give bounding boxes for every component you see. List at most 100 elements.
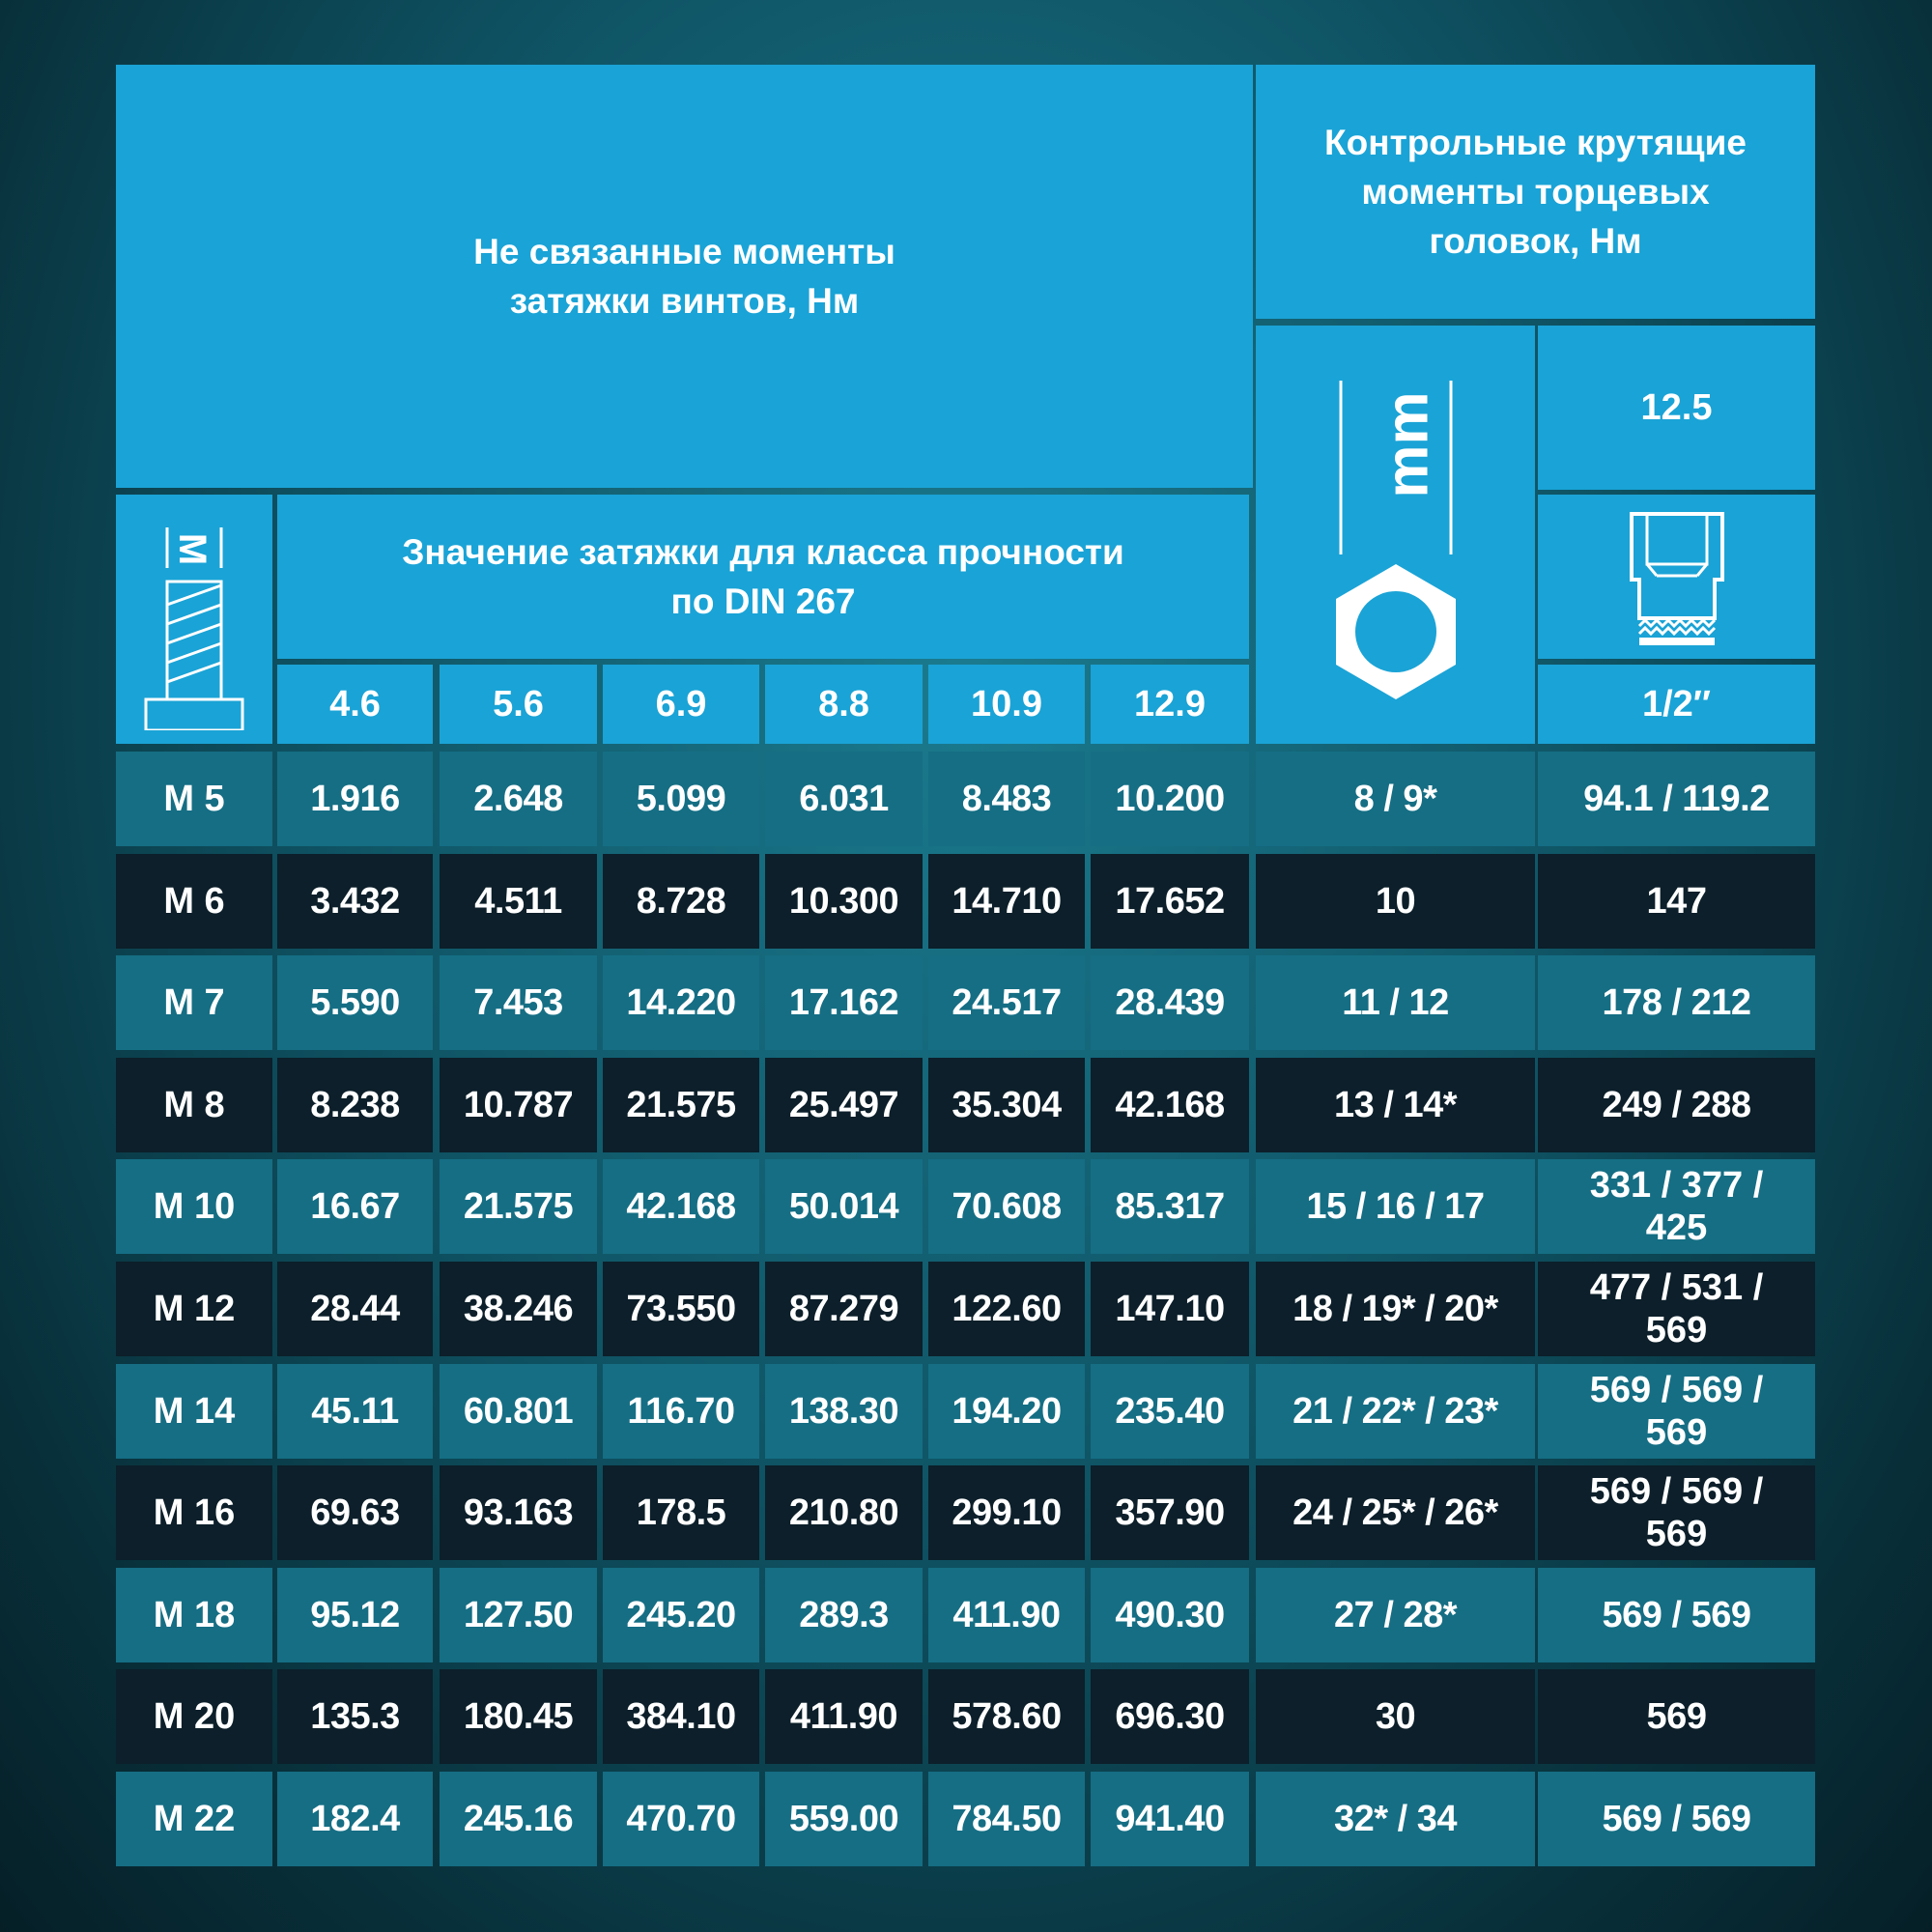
socket-icon (1629, 512, 1724, 645)
torque-value: 470.70 (603, 1772, 759, 1866)
torque-value: 147.10 (1091, 1262, 1249, 1356)
torque-value: 384.10 (603, 1669, 759, 1764)
grade-header-6-9: 6.9 (603, 665, 759, 744)
torque-value: 2.648 (440, 752, 597, 846)
grade-label: 4.6 (329, 683, 381, 724)
torque-value: 135.3 (277, 1669, 433, 1764)
socket-size-value: 32* / 34 (1256, 1772, 1535, 1866)
table-subtitle: Значение затяжки для класса прочности по… (277, 495, 1249, 659)
bolt-m-label: M (171, 532, 214, 566)
table-title-socket-torques: Контрольные крутящие моменты торцевых го… (1256, 65, 1815, 319)
socket-size-value: 11 / 12 (1256, 955, 1535, 1050)
torque-value: 6.031 (765, 752, 923, 846)
torque-value: 127.50 (440, 1568, 597, 1662)
title-left-text: Не связанные моменты затяжки винтов, Нм (473, 232, 895, 321)
torque-value: 25.497 (765, 1058, 923, 1152)
torque-value: 10.200 (1091, 752, 1249, 846)
torque-value: 138.30 (765, 1364, 923, 1459)
socket-torque-value: 147 (1538, 854, 1815, 949)
grade-header-12-9: 12.9 (1091, 665, 1249, 744)
torque-value: 10.787 (440, 1058, 597, 1152)
socket-header-cell (1538, 495, 1815, 659)
torque-value: 14.710 (928, 854, 1085, 949)
torque-value: 178.5 (603, 1465, 759, 1560)
row-label: M 18 (116, 1568, 272, 1662)
row-label: M 10 (116, 1159, 272, 1254)
torque-value: 8.238 (277, 1058, 433, 1152)
torque-value: 180.45 (440, 1669, 597, 1764)
socket-size-value: 8 / 9* (1256, 752, 1535, 846)
socket-torque-value: 249 / 288 (1538, 1058, 1815, 1152)
torque-value: 3.432 (277, 854, 433, 949)
socket-size-header-cell: mm (1256, 326, 1535, 744)
row-label: M 5 (116, 752, 272, 846)
title-right-text: Контрольные крутящие моменты торцевых го… (1324, 123, 1747, 261)
torque-value: 122.60 (928, 1262, 1085, 1356)
socket-torque-value: 569 / 569 (1538, 1568, 1815, 1662)
torque-value: 116.70 (603, 1364, 759, 1459)
torque-value: 4.511 (440, 854, 597, 949)
row-label: M 22 (116, 1772, 272, 1866)
torque-value: 73.550 (603, 1262, 759, 1356)
torque-value: 45.11 (277, 1364, 433, 1459)
grade-header-5-6: 5.6 (440, 665, 597, 744)
torque-value: 411.90 (765, 1669, 923, 1764)
torque-value: 69.63 (277, 1465, 433, 1560)
socket-size-value: 15 / 16 / 17 (1256, 1159, 1535, 1254)
torque-value: 24.517 (928, 955, 1085, 1050)
drive-label-text: 1/2″ (1641, 683, 1712, 724)
row-label: M 7 (116, 955, 272, 1050)
grade-header-4-6: 4.6 (277, 665, 433, 744)
socket-torque-value: 477 / 531 / 569 (1538, 1262, 1815, 1356)
torque-value: 5.099 (603, 752, 759, 846)
grade-header-10-9: 10.9 (928, 665, 1085, 744)
torque-value: 10.300 (765, 854, 923, 949)
torque-value: 5.590 (277, 955, 433, 1050)
unit-mm-label: mm (1374, 391, 1441, 498)
torque-value: 245.16 (440, 1772, 597, 1866)
torque-value: 60.801 (440, 1364, 597, 1459)
torque-value: 182.4 (277, 1772, 433, 1866)
torque-value: 411.90 (928, 1568, 1085, 1662)
torque-value: 8.728 (603, 854, 759, 949)
torque-value: 1.916 (277, 752, 433, 846)
socket-torque-value: 569 / 569 (1538, 1772, 1815, 1866)
row-label: M 8 (116, 1058, 272, 1152)
torque-value: 21.575 (440, 1159, 597, 1254)
torque-value: 17.162 (765, 955, 923, 1050)
torque-value: 357.90 (1091, 1465, 1249, 1560)
grade-label: 8.8 (818, 683, 869, 724)
torque-value: 35.304 (928, 1058, 1085, 1152)
table-title-bolt-torques: Не связанные моменты затяжки винтов, Нм (116, 65, 1253, 488)
socket-torque-value: 331 / 377 / 425 (1538, 1159, 1815, 1254)
torque-value: 210.80 (765, 1465, 923, 1560)
torque-value: 95.12 (277, 1568, 433, 1662)
drive-label-header: 1/2″ (1538, 665, 1815, 744)
torque-value: 490.30 (1091, 1568, 1249, 1662)
socket-torque-value: 178 / 212 (1538, 955, 1815, 1050)
grade-label: 12.9 (1134, 683, 1206, 724)
socket-size-value: 21 / 22* / 23* (1256, 1364, 1535, 1459)
torque-value: 21.575 (603, 1058, 759, 1152)
bolt-header-cell: M (116, 495, 272, 744)
socket-torque-value: 569 / 569 / 569 (1538, 1364, 1815, 1459)
torque-value: 16.67 (277, 1159, 433, 1254)
torque-value: 7.453 (440, 955, 597, 1050)
socket-torque-value: 569 (1538, 1669, 1815, 1764)
socket-size-value: 24 / 25* / 26* (1256, 1465, 1535, 1560)
grade-label: 10.9 (971, 683, 1042, 724)
torque-value: 70.608 (928, 1159, 1085, 1254)
row-label: M 12 (116, 1262, 272, 1356)
socket-size-value: 27 / 28* (1256, 1568, 1535, 1662)
torque-value: 50.014 (765, 1159, 923, 1254)
torque-value: 941.40 (1091, 1772, 1249, 1866)
row-label: M 16 (116, 1465, 272, 1560)
bolt-icon (144, 527, 244, 730)
torque-value: 28.439 (1091, 955, 1249, 1050)
grade-header-8-8: 8.8 (765, 665, 923, 744)
torque-value: 784.50 (928, 1772, 1085, 1866)
row-label: M 6 (116, 854, 272, 949)
socket-size-value: 18 / 19* / 20* (1256, 1262, 1535, 1356)
grade-label: 6.9 (655, 683, 707, 724)
torque-value: 17.652 (1091, 854, 1249, 949)
